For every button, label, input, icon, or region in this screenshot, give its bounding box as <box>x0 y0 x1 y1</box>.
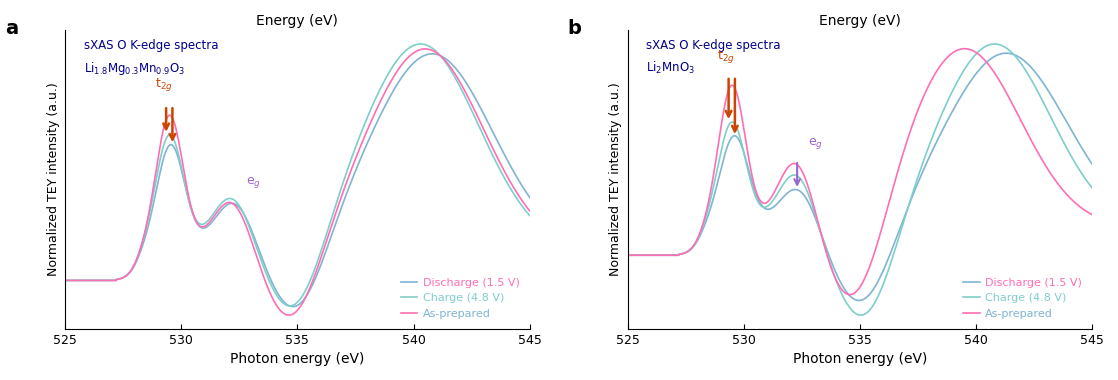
Charge (4.8 V) <box>620 253 634 258</box>
X-axis label: Photon energy (eV): Photon energy (eV) <box>230 352 364 366</box>
Discharge (1.5 V) <box>1072 141 1086 146</box>
Line: Discharge (1.5 V): Discharge (1.5 V) <box>65 54 530 307</box>
Charge (4.8 V) <box>834 290 847 295</box>
Y-axis label: Normalized TEY intensity (a.u.): Normalized TEY intensity (a.u.) <box>609 83 622 276</box>
Charge (4.8 V) <box>854 313 868 317</box>
Line: Charge (4.8 V): Charge (4.8 V) <box>65 44 530 306</box>
Charge (4.8 V) <box>846 310 860 314</box>
Discharge (1.5 V) <box>286 304 300 309</box>
Charge (4.8 V) <box>1072 167 1086 171</box>
Charge (4.8 V) <box>987 42 1001 46</box>
Discharge (1.5 V) <box>510 174 523 179</box>
Text: sXAS O K-edge spectra
Li$_2$MnO$_3$: sXAS O K-edge spectra Li$_2$MnO$_3$ <box>646 40 780 76</box>
Discharge (1.5 V) <box>1072 141 1086 146</box>
Discharge (1.5 V) <box>834 281 847 286</box>
Charge (4.8 V) <box>988 42 1002 46</box>
As-prepared <box>645 253 659 258</box>
Discharge (1.5 V) <box>425 52 438 56</box>
Text: t$_{2g}$: t$_{2g}$ <box>155 76 172 93</box>
As-prepared <box>1072 204 1086 208</box>
Discharge (1.5 V) <box>999 51 1013 55</box>
Charge (4.8 V) <box>283 304 296 308</box>
As-prepared <box>834 287 847 291</box>
Text: t$_{2g}$: t$_{2g}$ <box>718 48 736 65</box>
Charge (4.8 V) <box>510 196 523 201</box>
Line: Charge (4.8 V): Charge (4.8 V) <box>627 44 1092 315</box>
Charge (4.8 V) <box>82 278 95 283</box>
As-prepared <box>847 291 861 296</box>
Line: Discharge (1.5 V): Discharge (1.5 V) <box>627 53 1092 301</box>
Discharge (1.5 V) <box>852 298 865 303</box>
As-prepared <box>523 209 537 213</box>
Discharge (1.5 V) <box>846 296 860 301</box>
Y-axis label: Normalized TEY intensity (a.u.): Normalized TEY intensity (a.u.) <box>47 83 59 276</box>
As-prepared <box>272 306 285 311</box>
As-prepared <box>510 190 523 195</box>
As-prepared <box>843 292 856 297</box>
X-axis label: Photon energy (eV): Photon energy (eV) <box>793 352 927 366</box>
Text: e$_g$: e$_g$ <box>807 136 823 151</box>
Title: Energy (eV): Energy (eV) <box>256 14 339 28</box>
Text: e$_g$: e$_g$ <box>246 176 262 190</box>
As-prepared <box>418 47 432 51</box>
As-prepared <box>1086 212 1099 217</box>
Discharge (1.5 V) <box>1086 162 1099 166</box>
Charge (4.8 V) <box>645 253 659 258</box>
As-prepared <box>82 278 95 283</box>
As-prepared <box>284 312 297 317</box>
Legend: Discharge (1.5 V), Charge (4.8 V), As-prepared: Discharge (1.5 V), Charge (4.8 V), As-pr… <box>958 273 1087 323</box>
As-prepared <box>425 48 438 52</box>
As-prepared <box>510 190 523 195</box>
Title: Energy (eV): Energy (eV) <box>818 14 901 28</box>
Charge (4.8 V) <box>510 196 523 200</box>
Line: As-prepared: As-prepared <box>627 49 1092 294</box>
Discharge (1.5 V) <box>284 304 297 309</box>
As-prepared <box>58 278 72 283</box>
Discharge (1.5 V) <box>645 253 659 258</box>
Discharge (1.5 V) <box>523 195 537 200</box>
Charge (4.8 V) <box>523 213 537 218</box>
Discharge (1.5 V) <box>987 55 1001 59</box>
Text: sXAS O K-edge spectra
Li$_{1.8}$Mg$_{0.3}$Mn$_{0.9}$O$_3$: sXAS O K-edge spectra Li$_{1.8}$Mg$_{0.3… <box>84 40 218 77</box>
Charge (4.8 V) <box>414 42 427 46</box>
As-prepared <box>620 253 634 258</box>
Legend: Discharge (1.5 V), Charge (4.8 V), As-prepared: Discharge (1.5 V), Charge (4.8 V), As-pr… <box>396 273 524 323</box>
Discharge (1.5 V) <box>58 278 72 283</box>
Text: a: a <box>4 19 18 38</box>
Charge (4.8 V) <box>284 304 297 308</box>
Charge (4.8 V) <box>272 296 285 301</box>
As-prepared <box>987 70 1001 74</box>
As-prepared <box>1072 204 1086 208</box>
Discharge (1.5 V) <box>272 293 285 297</box>
Line: As-prepared: As-prepared <box>65 49 530 315</box>
Discharge (1.5 V) <box>620 253 634 258</box>
Discharge (1.5 V) <box>82 278 95 283</box>
Charge (4.8 V) <box>425 45 438 50</box>
Discharge (1.5 V) <box>510 175 523 179</box>
As-prepared <box>958 46 972 51</box>
Discharge (1.5 V) <box>425 52 438 56</box>
Text: b: b <box>567 19 581 38</box>
Charge (4.8 V) <box>58 278 72 283</box>
Charge (4.8 V) <box>1086 186 1099 190</box>
Charge (4.8 V) <box>1072 167 1086 172</box>
As-prepared <box>282 313 295 317</box>
